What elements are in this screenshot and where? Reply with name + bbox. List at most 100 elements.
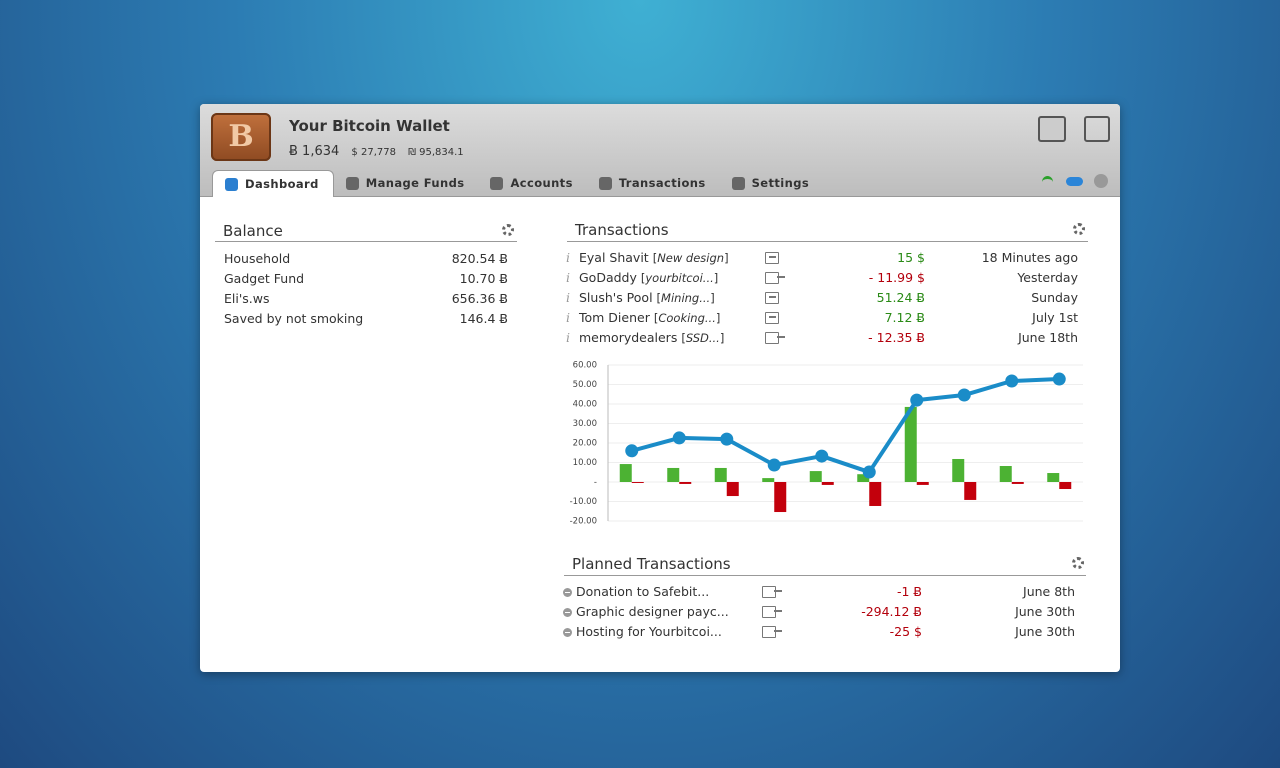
transactions-title: Transactions xyxy=(575,221,669,239)
transaction-amount: - 12.35 Ƀ xyxy=(868,330,925,345)
y-tick-label: - xyxy=(594,478,597,488)
planned-date: June 30th xyxy=(1015,624,1075,639)
bar xyxy=(667,467,680,482)
tab-icon xyxy=(345,176,359,190)
wifi-icon xyxy=(1042,176,1053,188)
balance-row: Saved by not smoking 146.4 Ƀ xyxy=(224,309,508,329)
transactions-settings[interactable] xyxy=(1073,223,1085,235)
balance-row: Eli's.ws 656.36 Ƀ xyxy=(224,289,508,309)
tab-icon xyxy=(490,176,504,190)
bar xyxy=(619,464,632,482)
account-name: Eli's.ws xyxy=(224,291,270,306)
bar xyxy=(904,406,917,482)
bar xyxy=(714,467,727,482)
direction-icon xyxy=(762,626,782,638)
y-tick-label: 30.00 xyxy=(573,419,597,429)
account-amount: 146.4 Ƀ xyxy=(459,311,508,326)
planned-row: Hosting for Yourbitcoi... -25 $ June 30th xyxy=(563,622,1075,642)
transaction-row: Slush's Pool Mining... 51.24 Ƀ Sunday xyxy=(566,288,1080,308)
account-name: Gadget Fund xyxy=(224,271,305,286)
direction-icon xyxy=(765,272,785,284)
transaction-party: GoDaddy yourbitcoi... xyxy=(579,268,718,288)
transaction-party: Eyal Shavit New design xyxy=(579,248,729,268)
tab-icon xyxy=(731,176,745,190)
exit-button[interactable] xyxy=(1084,116,1110,142)
transaction-row: Tom Diener Cooking... 7.12 Ƀ July 1st xyxy=(566,308,1080,328)
planned-settings[interactable] xyxy=(1072,557,1084,569)
party-name: Tom Diener xyxy=(579,310,650,325)
bar xyxy=(726,482,739,497)
y-tick-label: 20.00 xyxy=(573,439,597,449)
y-tick-label: -20.00 xyxy=(570,517,597,527)
line-point xyxy=(957,388,971,402)
party-detail: Mining... xyxy=(657,291,715,305)
bar xyxy=(809,471,822,482)
party-detail: yourbitcoi... xyxy=(641,271,718,285)
y-tick-label: 50.00 xyxy=(573,380,597,390)
direction-icon xyxy=(765,332,785,344)
balance-settings[interactable] xyxy=(502,224,514,236)
bar xyxy=(952,458,965,482)
tab[interactable]: Transactions xyxy=(587,170,720,196)
transaction-date: Sunday xyxy=(1031,290,1078,305)
tab-label: Transactions xyxy=(618,176,706,190)
y-tick-label: -10.00 xyxy=(570,497,597,507)
tab[interactable]: Manage Funds xyxy=(334,170,479,196)
wallet-title: Your Bitcoin Wallet xyxy=(289,117,450,135)
bar xyxy=(1011,482,1024,484)
bar xyxy=(631,482,644,483)
party-name: GoDaddy xyxy=(579,270,637,285)
transaction-date: June 18th xyxy=(1018,330,1078,345)
tab-label: Dashboard xyxy=(245,177,319,191)
balance-title: Balance xyxy=(223,222,283,240)
account-amount: 10.70 Ƀ xyxy=(459,271,508,286)
y-tick-label: 40.00 xyxy=(573,400,597,410)
tab-icon xyxy=(598,176,612,190)
transaction-date: Yesterday xyxy=(1017,270,1078,285)
transaction-party: Slush's Pool Mining... xyxy=(579,288,715,308)
bar xyxy=(762,478,775,482)
balance-btc: Ƀ 1,634 xyxy=(289,144,340,159)
tab[interactable]: Accounts xyxy=(478,170,586,196)
line-point xyxy=(862,465,876,479)
tab[interactable]: Settings xyxy=(720,170,823,196)
transaction-amount: - 11.99 $ xyxy=(868,270,925,285)
tab-bar: Dashboard Manage Funds Accounts Transaction… xyxy=(212,170,823,197)
transaction-amount: 15 $ xyxy=(897,250,925,265)
remove-icon xyxy=(563,588,572,597)
line-point xyxy=(815,449,829,463)
tab-label: Accounts xyxy=(510,176,573,190)
transaction-party: memorydealers SSD... xyxy=(579,328,724,348)
transaction-row: memorydealers SSD... - 12.35 Ƀ June 18th xyxy=(566,328,1080,348)
planned-amount: -25 $ xyxy=(889,624,922,639)
line-point xyxy=(767,458,781,472)
cloud-icon xyxy=(1066,177,1083,186)
direction-icon xyxy=(765,252,779,264)
y-tick-label: 60.00 xyxy=(573,361,597,371)
party-name: Slush's Pool xyxy=(579,290,653,305)
party-detail: New design xyxy=(653,251,729,265)
divider xyxy=(564,575,1086,576)
transaction-date: July 1st xyxy=(1032,310,1078,325)
remove-icon xyxy=(563,628,572,637)
tab[interactable]: Dashboard xyxy=(212,170,334,197)
direction-icon xyxy=(765,312,779,324)
line-point xyxy=(910,393,924,407)
line-point xyxy=(625,444,639,458)
planned-title: Planned Transactions xyxy=(572,555,731,573)
bar xyxy=(964,482,977,500)
planned-row: Donation to Safebit... -1 Ƀ June 8th xyxy=(563,582,1075,602)
wallet-icon: B xyxy=(211,113,271,161)
transaction-amount: 7.12 Ƀ xyxy=(884,310,925,325)
party-name: memorydealers xyxy=(579,330,678,345)
vault-button[interactable] xyxy=(1038,116,1066,142)
divider xyxy=(567,241,1088,242)
transaction-date: 18 Minutes ago xyxy=(981,250,1078,265)
bar xyxy=(1047,473,1060,482)
planned-date: June 30th xyxy=(1015,604,1075,619)
direction-icon xyxy=(762,606,782,618)
direction-icon xyxy=(765,292,779,304)
wallet-balances: Ƀ 1,634 $ 27,778 ₪ 95,834.1 xyxy=(289,144,464,159)
